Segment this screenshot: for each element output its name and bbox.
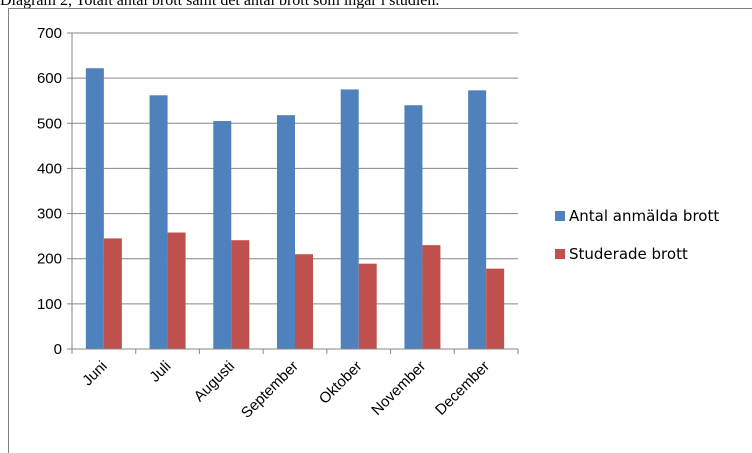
bar-studerade-juni	[103, 238, 122, 349]
bar-antal-anmalda-december	[468, 90, 487, 350]
y-tick-label: 300	[37, 206, 62, 223]
bars	[85, 68, 505, 350]
y-tick-label: 100	[37, 296, 62, 313]
y-tick-labels: 0 100 200 300 400 500 600 700	[37, 25, 62, 358]
bar-studerade-december	[486, 268, 505, 349]
legend: Antal anmälda brott Studerade brott	[555, 207, 719, 263]
x-tick-label: December	[432, 358, 493, 419]
legend-label: Studerade brott	[569, 245, 688, 263]
bar-studerade-juli	[167, 232, 186, 349]
y-tick-label: 700	[37, 25, 62, 42]
y-tick-label: 500	[37, 115, 62, 132]
x-tick-label: Juni	[79, 358, 110, 389]
y-tick-label: 400	[37, 160, 62, 177]
x-tick-label: September	[238, 358, 302, 422]
x-tick-labels: Juni Juli Augusti September Oktober November D…	[79, 358, 493, 422]
bar-studerade-augusti	[231, 240, 250, 349]
legend-label: Antal anmälda brott	[569, 207, 719, 225]
y-tick-label: 200	[37, 251, 62, 268]
bar-studerade-oktober	[358, 263, 377, 349]
axes	[67, 32, 519, 354]
bar-antal-anmalda-augusti	[213, 121, 232, 350]
bar-antal-anmalda-oktober	[340, 89, 359, 349]
y-tick-label: 600	[37, 70, 62, 87]
x-tick-label: Juli	[146, 358, 174, 386]
bar-antal-anmalda-juni	[85, 68, 104, 349]
chart-frame	[8, 8, 752, 453]
bar-antal-anmalda-juli	[149, 95, 168, 349]
bar-studerade-november	[422, 245, 441, 349]
bar-studerade-september	[295, 254, 313, 349]
legend-swatch	[555, 249, 565, 259]
x-tick-label: November	[368, 358, 429, 419]
bar-antal-anmalda-november	[404, 105, 423, 349]
x-tick-label: Augusti	[191, 358, 238, 405]
legend-swatch	[555, 211, 565, 221]
y-tick-label: 0	[54, 341, 62, 358]
bar-antal-anmalda-september	[277, 115, 295, 349]
x-tick-label: Oktober	[316, 358, 366, 408]
figure-caption: Diagram 2, Totalt antal brott samt det a…	[0, 0, 440, 9]
